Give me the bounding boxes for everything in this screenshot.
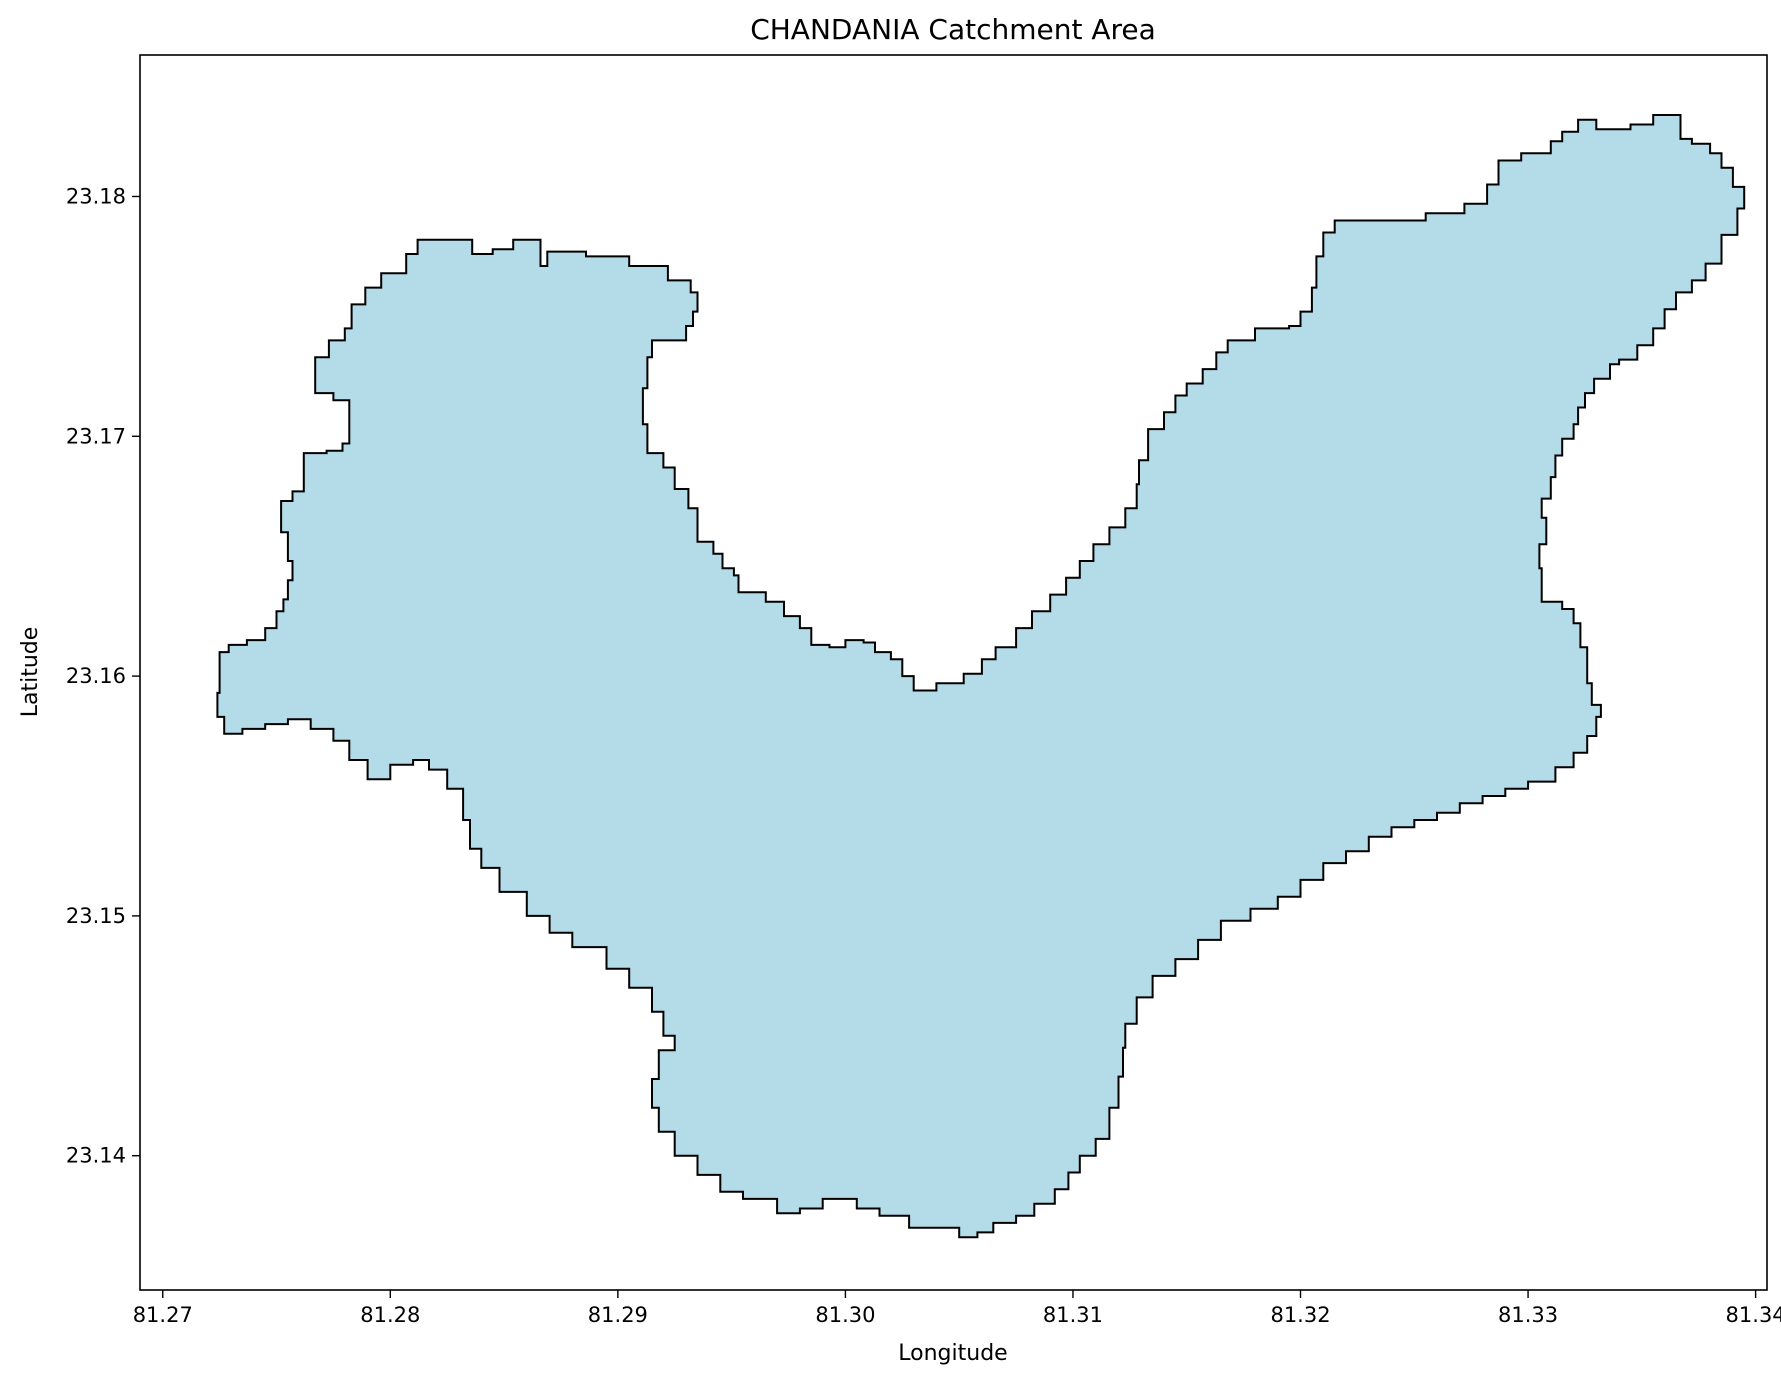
y-tick-label: 23.18 xyxy=(66,184,126,208)
axes-frame xyxy=(139,54,1768,1291)
map-title: CHANDANIA Catchment Area xyxy=(750,13,1156,46)
x-tick-label: 81.28 xyxy=(360,1303,420,1327)
x-tick-label: 81.32 xyxy=(1270,1303,1330,1327)
x-tick-label: 81.29 xyxy=(588,1303,648,1327)
x-tick-label: 81.30 xyxy=(815,1303,875,1327)
x-tick-label: 81.33 xyxy=(1498,1303,1558,1327)
x-axis-label: Longitude xyxy=(898,1341,1007,1366)
y-tick-label: 23.17 xyxy=(66,424,126,448)
y-tick-label: 23.16 xyxy=(66,664,126,688)
x-tick-label: 81.31 xyxy=(1043,1303,1103,1327)
x-tick-label: 81.27 xyxy=(133,1303,193,1327)
y-axis-label: Latitude xyxy=(18,627,43,718)
y-tick-label: 23.14 xyxy=(66,1144,126,1168)
y-tick-label: 23.15 xyxy=(66,904,126,928)
y-axis: 23.14 23.15 23.16 23.17 23.18 xyxy=(66,184,140,1168)
x-tick-label: 81.34 xyxy=(1726,1303,1781,1327)
x-axis: 81.27 81.28 81.29 81.30 81.31 81.32 81.33 81.34 xyxy=(133,1290,1781,1327)
catchment-polygon xyxy=(216,114,1746,1239)
plot-area xyxy=(216,114,1746,1239)
